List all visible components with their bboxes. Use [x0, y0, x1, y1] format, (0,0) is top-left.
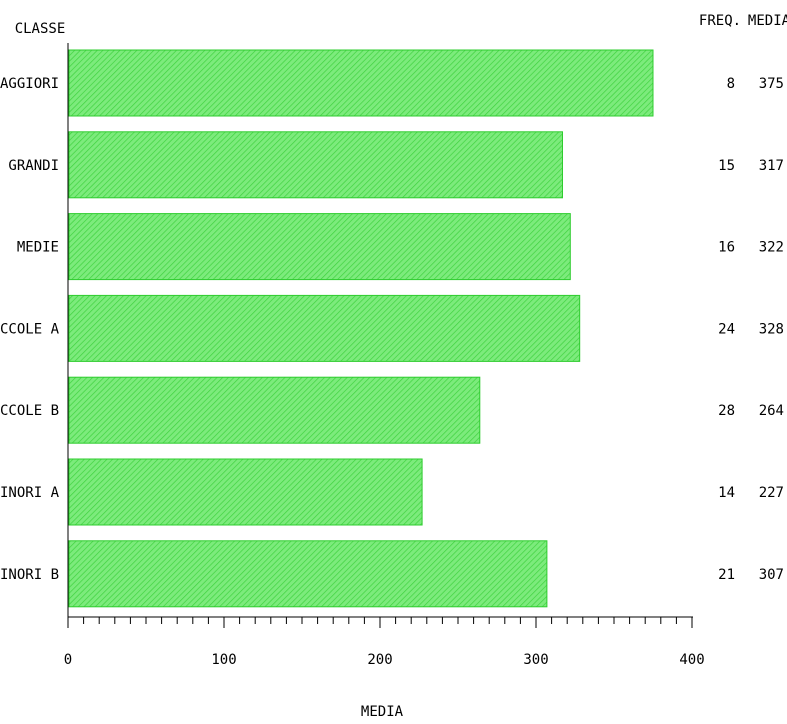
- media-header: MEDIA: [748, 13, 787, 29]
- freq-value: 15: [718, 158, 735, 174]
- x-tick-label: 300: [523, 652, 548, 668]
- x-axis-label: MEDIA: [361, 704, 404, 720]
- freq-value: 14: [718, 485, 735, 501]
- media-value: 264: [759, 403, 784, 419]
- media-value: 328: [759, 321, 784, 337]
- bar-maggiori: [68, 49, 654, 117]
- x-tick-label: 200: [367, 652, 392, 668]
- x-tick-label: 0: [64, 652, 72, 668]
- category-label: GRANDI: [8, 158, 59, 174]
- media-value: 322: [759, 240, 784, 256]
- bar-minori-a: [68, 458, 423, 526]
- bar-minori-b: [68, 540, 548, 608]
- freq-value: 16: [718, 240, 735, 256]
- x-tick-label: 400: [679, 652, 704, 668]
- media-value: 307: [759, 567, 784, 583]
- freq-value: 8: [727, 76, 735, 92]
- category-label: MINORI A: [0, 485, 60, 501]
- freq-value: 24: [718, 321, 735, 337]
- category-label: PICCOLE B: [0, 403, 59, 419]
- bar-piccole-a: [68, 294, 581, 362]
- media-value: 227: [759, 485, 784, 501]
- category-label: MINORI B: [0, 567, 59, 583]
- category-label: MAGGIORI: [0, 76, 59, 92]
- bar-piccole-b: [68, 376, 481, 444]
- category-header: CLASSE: [15, 21, 66, 37]
- bar-grandi: [68, 131, 563, 199]
- freq-value: 28: [718, 403, 735, 419]
- media-value: 317: [759, 158, 784, 174]
- freq-value: 21: [718, 567, 735, 583]
- category-label: PICCOLE A: [0, 321, 60, 337]
- freq-header: FREQ.: [699, 13, 741, 29]
- x-tick-label: 100: [211, 652, 236, 668]
- media-value: 375: [759, 76, 784, 92]
- category-label: MEDIE: [17, 240, 59, 256]
- bar-medie: [68, 213, 571, 281]
